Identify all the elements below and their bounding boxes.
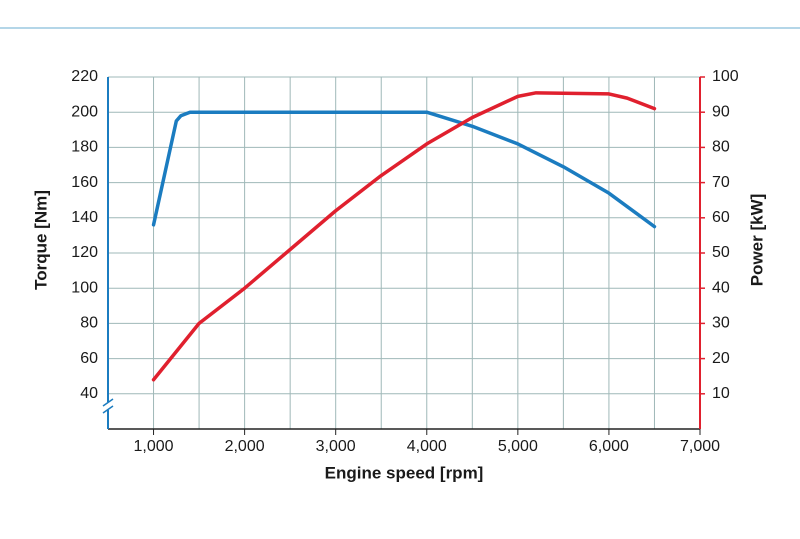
- y-tick-label: 80: [80, 315, 98, 332]
- y2-tick-label: 70: [712, 174, 730, 191]
- y-tick-label: 120: [71, 244, 98, 261]
- y2-tick-label: 100: [712, 68, 739, 85]
- y-tick-label: 200: [71, 103, 98, 120]
- x-tick-label: 6,000: [589, 438, 629, 455]
- y2-tick-label: 10: [712, 385, 730, 402]
- x-tick-label: 7,000: [680, 438, 720, 455]
- y2-tick-label: 30: [712, 315, 730, 332]
- y-tick-label: 220: [71, 68, 98, 85]
- y2-tick-label: 40: [712, 279, 730, 296]
- axis-break-gap: [102, 402, 114, 410]
- axis-break: [102, 398, 114, 407]
- y2-tick-label: 90: [712, 103, 730, 120]
- y-tick-label: 40: [80, 385, 98, 402]
- series-line: [151, 110, 657, 229]
- y-tick-label: 140: [71, 209, 98, 226]
- x-tick-label: 2,000: [225, 438, 265, 455]
- x-tick-label: 4,000: [407, 438, 447, 455]
- y-tick-label: 100: [71, 279, 98, 296]
- x-axis-label: Engine speed [rpm]: [325, 463, 484, 482]
- y2-tick-label: 60: [712, 209, 730, 226]
- axis-break: [102, 405, 114, 414]
- x-tick-label: 1,000: [134, 438, 174, 455]
- x-tick-label: 3,000: [316, 438, 356, 455]
- y2-axis-label: Power [kW]: [747, 194, 766, 287]
- y2-tick-label: 50: [712, 244, 730, 261]
- y-tick-label: 180: [71, 139, 98, 156]
- series-line: [151, 91, 657, 382]
- y-tick-label: 160: [71, 174, 98, 191]
- x-tick-label: 5,000: [498, 438, 538, 455]
- y2-tick-label: 80: [712, 139, 730, 156]
- y2-tick-label: 20: [712, 350, 730, 367]
- y-tick-label: 60: [80, 350, 98, 367]
- y-axis-label: Torque [Nm]: [31, 190, 50, 290]
